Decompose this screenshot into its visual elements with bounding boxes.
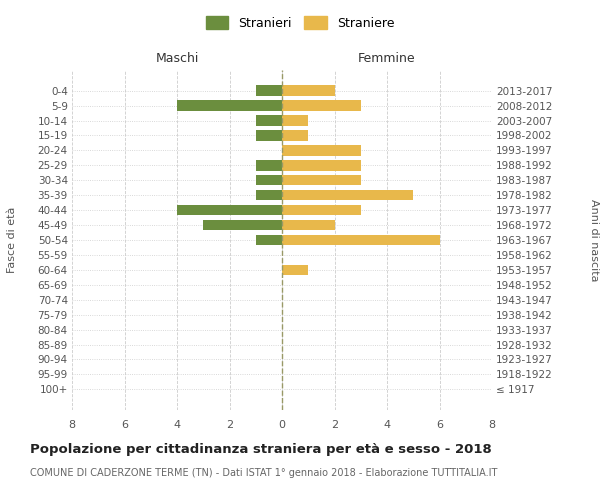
Text: COMUNE DI CADERZONE TERME (TN) - Dati ISTAT 1° gennaio 2018 - Elaborazione TUTTI: COMUNE DI CADERZONE TERME (TN) - Dati IS…: [30, 468, 497, 477]
Bar: [282, 116, 308, 126]
Bar: [256, 160, 282, 170]
Text: Anni di nascita: Anni di nascita: [589, 198, 599, 281]
Bar: [282, 235, 439, 245]
Bar: [282, 205, 361, 216]
Bar: [256, 235, 282, 245]
Bar: [282, 100, 361, 111]
Bar: [256, 86, 282, 96]
Text: Maschi: Maschi: [155, 52, 199, 65]
Bar: [256, 130, 282, 140]
Text: Fasce di età: Fasce di età: [7, 207, 17, 273]
Bar: [282, 190, 413, 200]
Bar: [282, 145, 361, 156]
Bar: [177, 100, 282, 111]
Legend: Stranieri, Straniere: Stranieri, Straniere: [201, 11, 399, 35]
Text: Popolazione per cittadinanza straniera per età e sesso - 2018: Popolazione per cittadinanza straniera p…: [30, 442, 492, 456]
Bar: [256, 190, 282, 200]
Bar: [256, 175, 282, 186]
Text: Femmine: Femmine: [358, 52, 416, 65]
Bar: [282, 160, 361, 170]
Bar: [282, 264, 308, 275]
Bar: [282, 220, 335, 230]
Bar: [203, 220, 282, 230]
Bar: [256, 116, 282, 126]
Bar: [282, 175, 361, 186]
Bar: [282, 130, 308, 140]
Bar: [177, 205, 282, 216]
Bar: [282, 86, 335, 96]
